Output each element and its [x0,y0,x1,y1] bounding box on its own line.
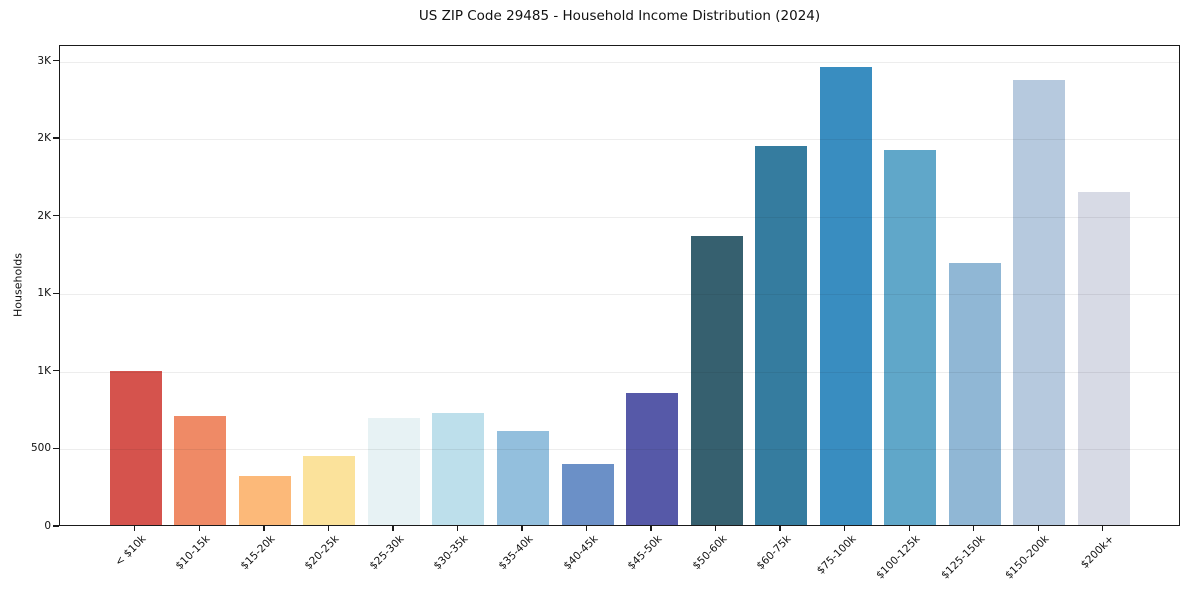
gridline [60,294,1179,296]
x-tick-mark [973,526,975,531]
y-tick-label: 0 [44,520,51,532]
x-tick-mark [327,526,330,531]
x-tick-label-100-125k: $100-125k [874,533,923,582]
bar-15-20k [238,476,291,525]
bar-10-15k [174,415,227,525]
gridline [60,61,1179,63]
y-tick-label: 500 [30,442,51,455]
y-tick-mark [53,292,59,294]
x-tick-label-150-200k: $150-200k [1003,533,1052,582]
y-tick-label: 2K [37,132,51,145]
bar-125-150k [948,262,1001,525]
x-tick-label-125-150k: $125-150k [938,533,988,582]
x-tick-label-60-75k: $60-75k [754,533,794,573]
bar-60-75k [755,145,808,525]
y-tick-mark [53,447,59,450]
gridline [60,371,1179,373]
x-tick-label-10-15k: $10-15k [173,533,213,573]
x-tick-label-40-45k: $40-45k [560,533,600,573]
bar-50-60k [690,235,743,525]
x-tick-mark [263,526,265,531]
x-tick-mark [456,526,459,531]
y-tick-mark [53,525,59,527]
gridline [60,216,1179,218]
plot-area [59,45,1180,526]
gridline [60,139,1179,141]
bar-150-200k [1013,80,1066,525]
x-tick-label-200k+: $200k+ [1078,533,1117,571]
bar-100-125k [884,150,937,525]
x-tick-mark [392,526,394,531]
x-tick-mark [843,526,846,531]
chart-title: US ZIP Code 29485 - Household Income Dis… [418,8,821,24]
bar-35-40k [496,431,549,525]
gridline [60,449,1179,451]
y-tick-label: 3K [37,54,51,67]
x-tick-mark [134,526,136,531]
x-tick-label-30-35k: $30-35k [431,533,471,573]
x-tick-label-15-20k: $15-20k [238,533,278,573]
y-axis-label: Households [11,253,25,317]
bar-30-35k [432,413,485,525]
x-tick-mark [521,526,523,531]
bar-20-25k [303,455,356,525]
bar-25-30k [367,417,420,525]
y-tick-mark [53,137,59,139]
x-tick-label-45-50k: $45-50k [625,533,665,573]
y-tick-mark [53,370,59,372]
x-tick-label-20-25k: $20-25k [302,533,342,573]
x-tick-label-10k: < $10k [112,533,149,569]
x-tick-label-75-100k: $75-100k [814,533,859,577]
x-tick-mark [908,526,910,531]
bar-200k+ [1077,192,1130,525]
bar-40-45k [561,463,614,525]
x-tick-mark [714,526,717,531]
x-tick-label-35-40k: $35-40k [496,533,536,573]
x-tick-mark [198,526,200,531]
x-tick-mark [1037,526,1039,531]
x-tick-mark [650,526,652,531]
y-tick-mark [53,59,59,62]
x-tick-mark [1102,526,1104,531]
bar-45-50k [626,393,679,525]
y-tick-label: 1K [37,364,51,377]
x-tick-label-25-30k: $25-30k [367,533,407,573]
x-tick-mark [585,526,588,531]
bar-75-100k [819,67,872,525]
y-tick-label: 2K [37,209,51,222]
y-tick-label: 1K [37,287,51,300]
bar-10k [109,371,162,525]
y-tick-mark [53,215,59,217]
x-tick-label-50-60k: $50-60k [689,533,730,573]
x-tick-mark [779,526,781,531]
